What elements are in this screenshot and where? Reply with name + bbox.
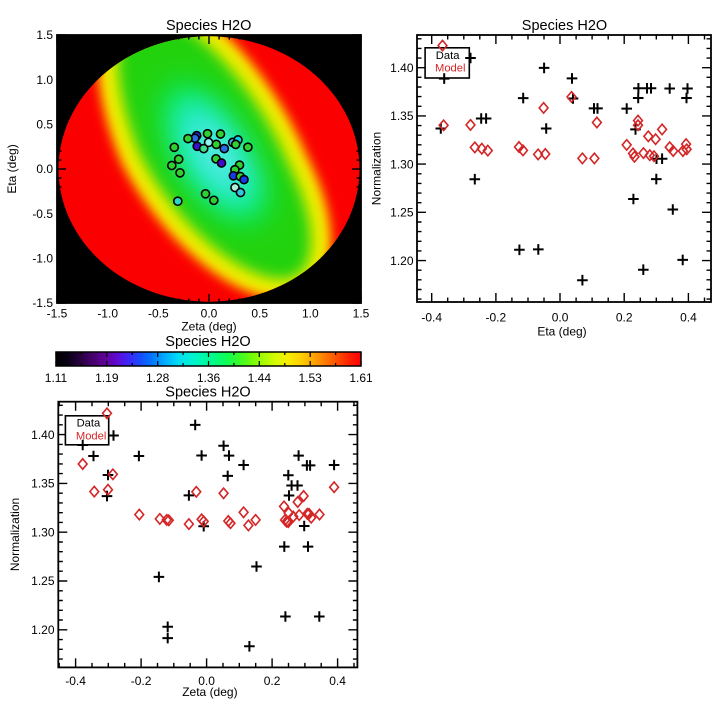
svg-text:0.2: 0.2 xyxy=(616,311,633,325)
svg-text:Normalization: Normalization xyxy=(370,132,384,205)
svg-text:1.36: 1.36 xyxy=(197,371,221,385)
svg-text:-0.2: -0.2 xyxy=(131,674,152,688)
svg-text:1.53: 1.53 xyxy=(298,371,322,385)
svg-text:Model: Model xyxy=(435,62,465,74)
svg-text:1.20: 1.20 xyxy=(390,254,414,268)
svg-text:0.0: 0.0 xyxy=(198,674,215,688)
svg-text:1.25: 1.25 xyxy=(31,574,55,588)
svg-text:Data: Data xyxy=(77,418,101,430)
svg-text:0.4: 0.4 xyxy=(329,674,346,688)
svg-text:1.20: 1.20 xyxy=(31,623,55,637)
svg-text:0.0: 0.0 xyxy=(36,162,53,176)
svg-text:0.5: 0.5 xyxy=(251,307,268,321)
svg-text:-1.5: -1.5 xyxy=(32,296,53,310)
svg-text:Species H2O: Species H2O xyxy=(165,334,250,350)
svg-text:1.28: 1.28 xyxy=(146,371,170,385)
svg-text:Species H2O: Species H2O xyxy=(165,385,250,401)
svg-text:Normalization: Normalization xyxy=(8,498,22,571)
svg-text:-0.5: -0.5 xyxy=(32,207,53,221)
svg-text:Species H2O: Species H2O xyxy=(166,18,251,34)
svg-text:0.4: 0.4 xyxy=(680,311,697,325)
svg-text:1.61: 1.61 xyxy=(349,371,373,385)
svg-text:1.40: 1.40 xyxy=(31,428,55,442)
svg-text:1.0: 1.0 xyxy=(36,73,53,87)
svg-text:1.35: 1.35 xyxy=(31,477,55,491)
svg-text:1.25: 1.25 xyxy=(390,206,414,220)
svg-text:Eta (deg): Eta (deg) xyxy=(537,325,586,339)
svg-text:1.40: 1.40 xyxy=(390,61,414,75)
svg-text:1.11: 1.11 xyxy=(45,371,68,385)
svg-text:1.44: 1.44 xyxy=(248,371,272,385)
svg-text:-1.0: -1.0 xyxy=(32,252,53,266)
svg-text:0.5: 0.5 xyxy=(36,118,53,132)
svg-text:1.35: 1.35 xyxy=(390,109,414,123)
svg-text:Zeta (deg): Zeta (deg) xyxy=(181,320,236,334)
svg-text:1.0: 1.0 xyxy=(302,307,319,321)
svg-text:1.30: 1.30 xyxy=(390,157,414,171)
svg-text:Data: Data xyxy=(436,50,460,62)
svg-text:1.19: 1.19 xyxy=(95,371,119,385)
svg-text:Zeta (deg): Zeta (deg) xyxy=(182,685,237,699)
svg-text:-1.5: -1.5 xyxy=(47,307,68,321)
svg-text:0.0: 0.0 xyxy=(201,307,218,321)
svg-text:Species H2O: Species H2O xyxy=(522,18,607,34)
svg-text:-0.5: -0.5 xyxy=(148,307,169,321)
svg-text:1.5: 1.5 xyxy=(353,307,370,321)
svg-text:-1.0: -1.0 xyxy=(97,307,118,321)
svg-text:-0.2: -0.2 xyxy=(486,311,507,325)
svg-text:1.30: 1.30 xyxy=(31,525,55,539)
svg-text:Eta (deg): Eta (deg) xyxy=(5,144,19,193)
svg-text:-0.4: -0.4 xyxy=(65,674,86,688)
svg-text:0.2: 0.2 xyxy=(264,674,281,688)
svg-text:Model: Model xyxy=(76,430,106,442)
svg-text:-0.4: -0.4 xyxy=(421,311,442,325)
svg-text:1.5: 1.5 xyxy=(36,28,53,42)
svg-text:0.0: 0.0 xyxy=(552,311,569,325)
